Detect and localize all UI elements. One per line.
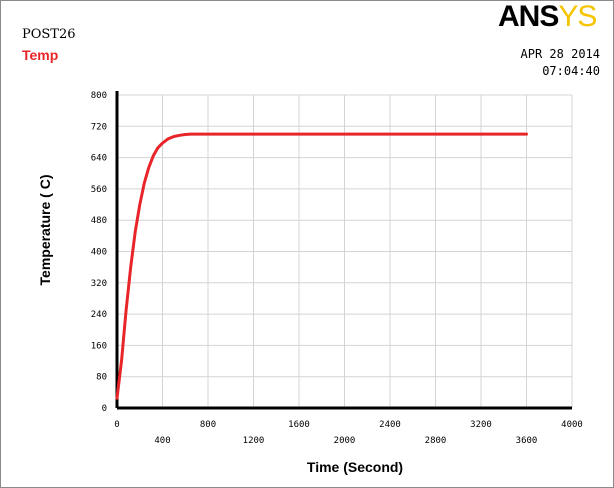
y-tick-label: 240 [91, 310, 107, 320]
tick-labels: 0 80 160 240 320 400 480 560 640 720 800 0 800 1600 24… [91, 91, 583, 446]
plot-date: APR 28 2014 [520, 47, 600, 61]
series-legend-label: Temp [22, 47, 59, 63]
logo-text-black: ANS [498, 0, 559, 33]
y-tick-label: 0 [102, 404, 107, 414]
y-tick-label: 640 [91, 154, 107, 164]
x-tick-label: 400 [154, 436, 170, 446]
grid-lines [117, 94, 573, 408]
logo-text-yellow: YS [558, 0, 597, 33]
x-tick-label: 3600 [516, 436, 538, 446]
x-axis-title: Time (Second) [307, 459, 403, 475]
series-lines [115, 132, 528, 400]
ansys-logo: ANSYS [498, 0, 597, 34]
y-tick-label: 560 [91, 185, 107, 195]
x-tick-label: 3200 [470, 420, 492, 430]
y-tick-label: 160 [91, 341, 107, 351]
y-tick-label: 800 [91, 91, 107, 101]
post-title: POST26 [22, 27, 76, 42]
x-tick-label: 2000 [334, 436, 356, 446]
x-tick-label: 1600 [288, 420, 310, 430]
x-tick-label: 2800 [425, 436, 447, 446]
x-tick-label: 2400 [379, 420, 401, 430]
axes [115, 91, 572, 410]
x-tick-label: 0 [114, 420, 119, 430]
y-tick-label: 720 [91, 122, 107, 132]
y-tick-label: 480 [91, 216, 107, 226]
x-tick-label: 800 [200, 420, 216, 430]
series-line-temp [115, 132, 528, 400]
y-tick-label: 400 [91, 248, 107, 258]
y-tick-label: 80 [96, 373, 107, 383]
y-tick-label: 320 [91, 279, 107, 289]
plot-time: 07:04:40 [542, 64, 600, 78]
x-tick-label: 1200 [243, 436, 265, 446]
x-tick-label: 4000 [561, 420, 583, 430]
y-axis-title: Temperature ( C) [37, 175, 53, 286]
